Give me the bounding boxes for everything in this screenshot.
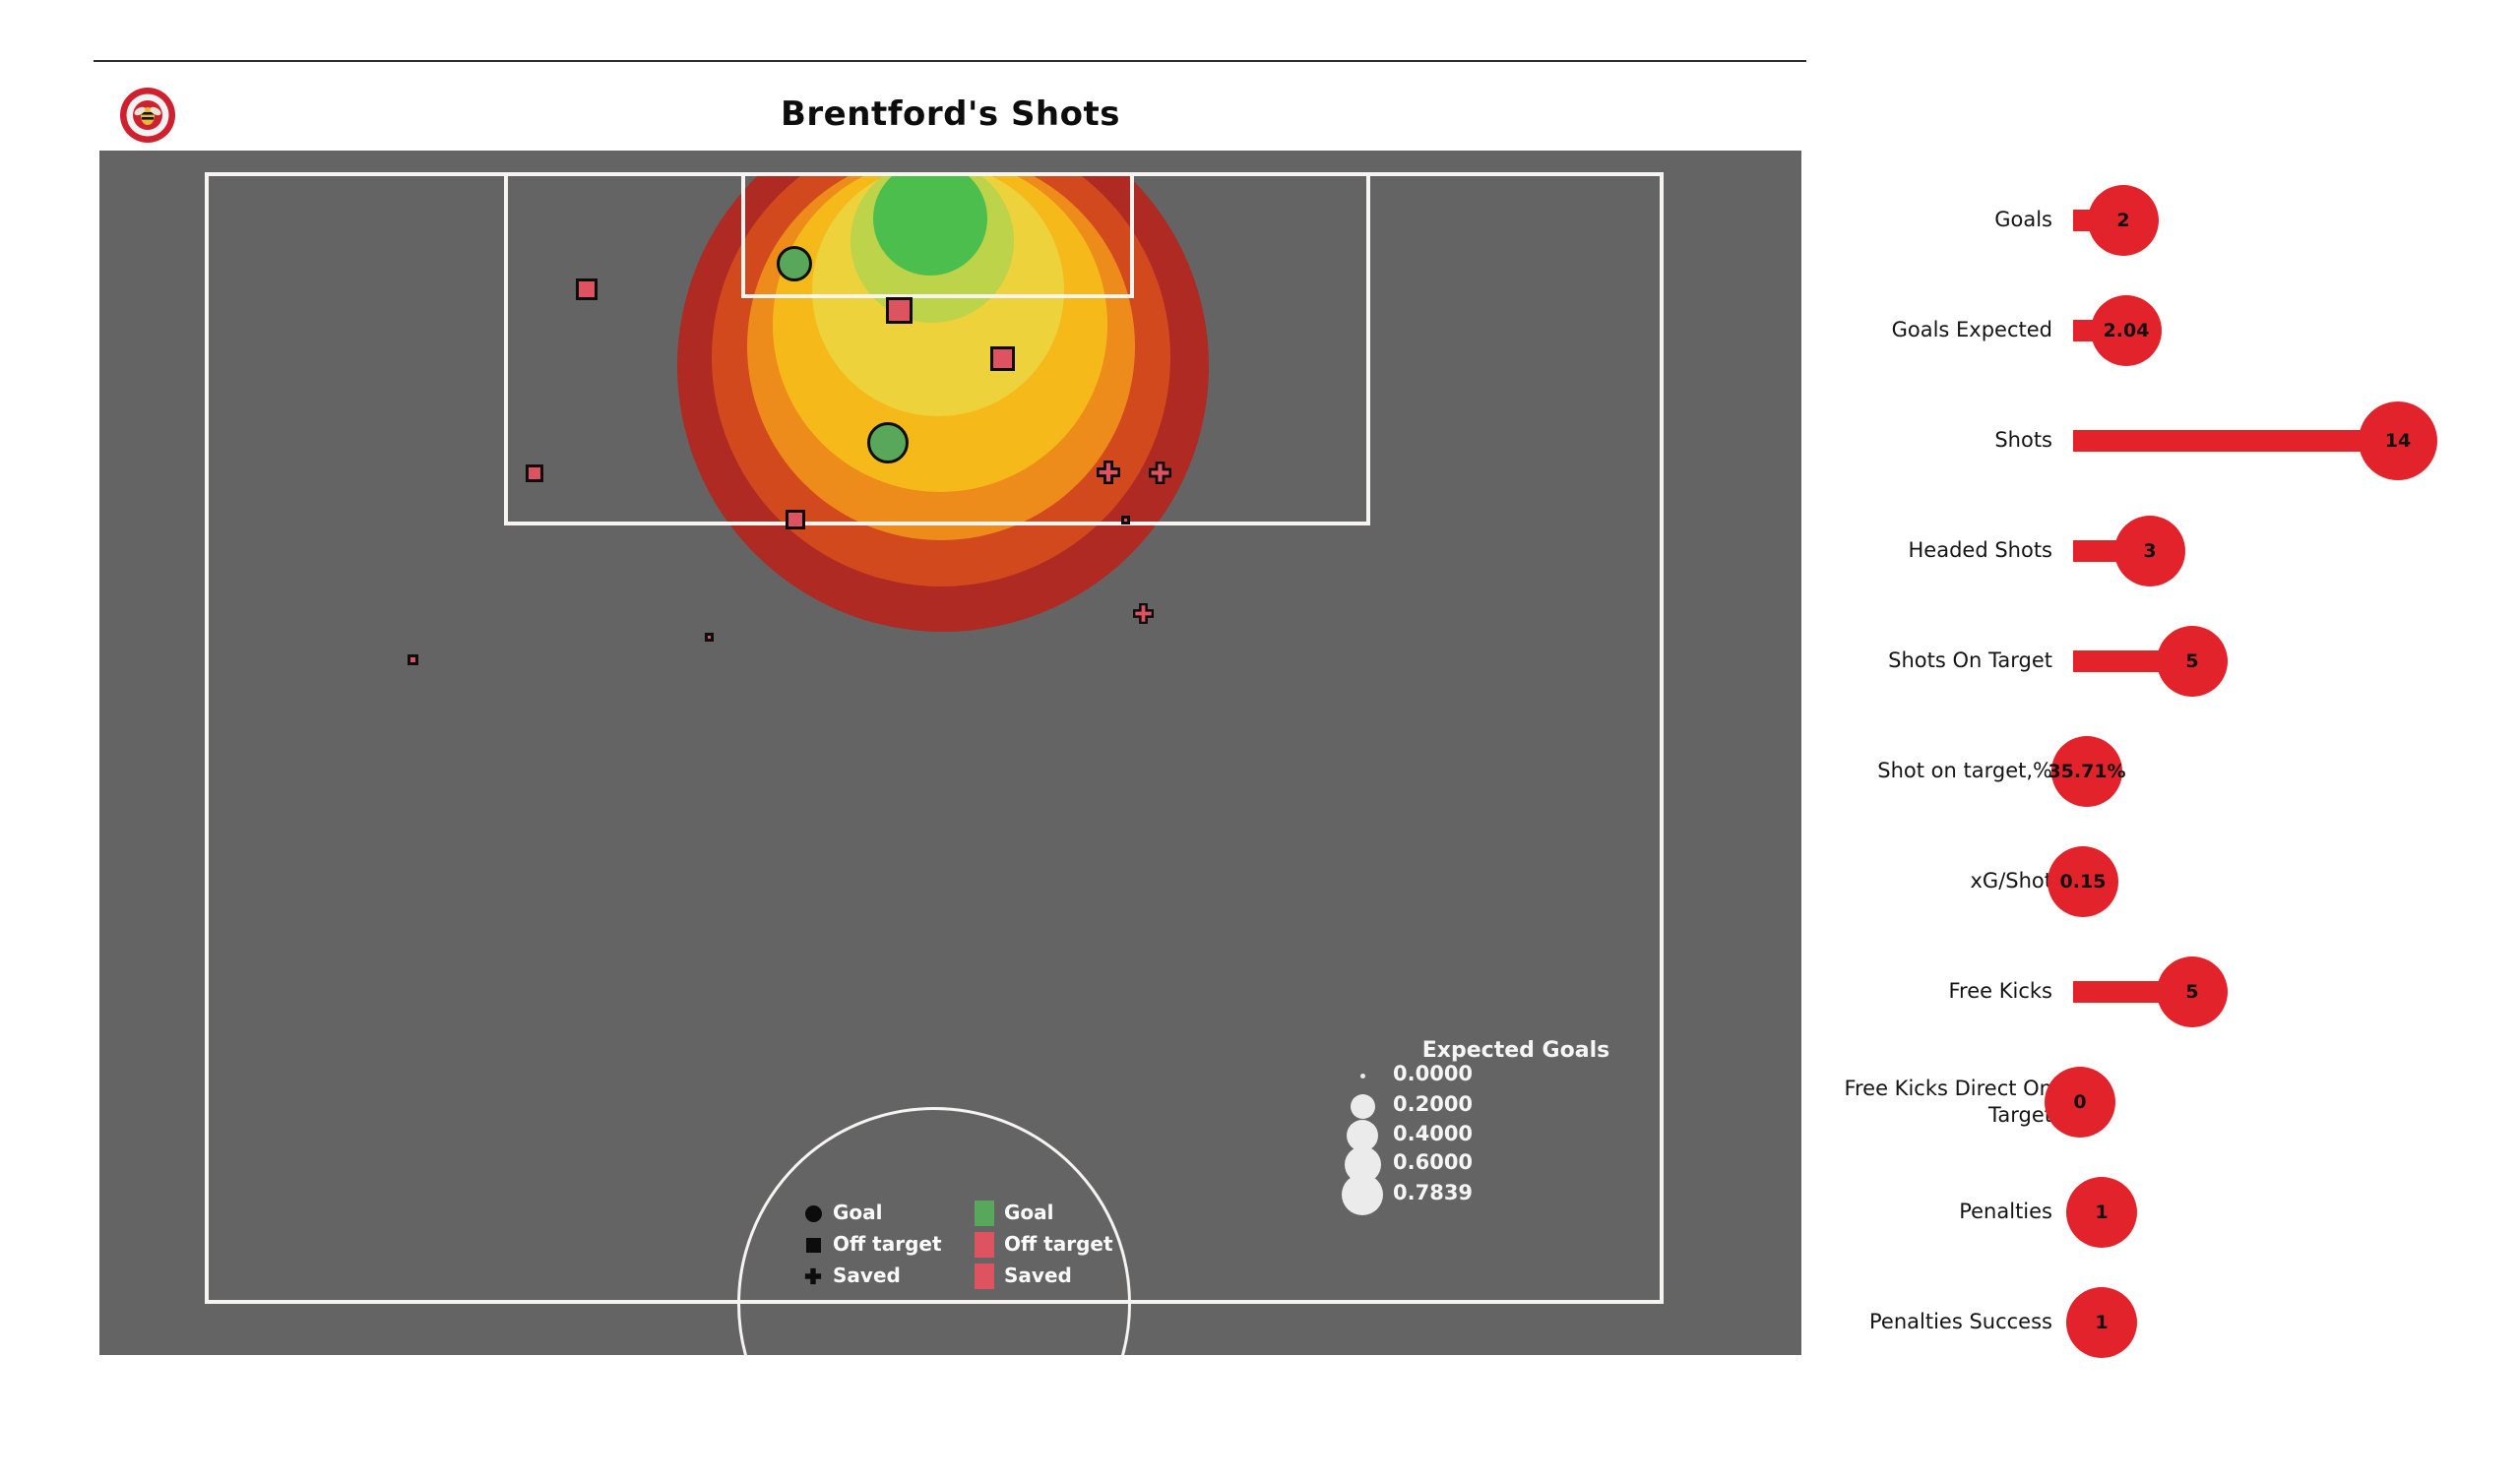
stat-circle: 0 <box>2045 1067 2115 1138</box>
penalty-box-lines <box>504 172 1370 525</box>
stat-circle: 0.15 <box>2048 846 2118 917</box>
stat-label: Free Kicks Direct On Target <box>1844 1076 2052 1127</box>
stat-value: 2.04 <box>2103 320 2150 341</box>
stat-bar <box>2073 430 2398 452</box>
shot-marker-goal <box>867 422 909 463</box>
stat-label: Shots <box>1994 428 2052 453</box>
stat-value: 5 <box>2185 650 2199 672</box>
six-yard-box-lines <box>741 172 1134 298</box>
square-marker-icon <box>806 1238 821 1253</box>
size-legend-value: 0.4000 <box>1393 1122 1474 1145</box>
marker-legend-label: Goal <box>833 1201 883 1224</box>
color-legend-label: Off target <box>1004 1232 1113 1256</box>
shot-marker-off_target <box>526 464 543 482</box>
marker-legend-label: Off target <box>833 1232 942 1256</box>
stat-circle: 2.04 <box>2091 295 2162 366</box>
stat-label: Goals <box>1994 208 2052 232</box>
stat-value: 1 <box>2095 1202 2109 1223</box>
size-legend-value: 0.7839 <box>1393 1181 1474 1204</box>
color-legend-swatch <box>975 1201 994 1226</box>
brentford-crest-icon <box>120 88 175 143</box>
stat-circle: 5 <box>2157 956 2228 1027</box>
stat-value: 0.15 <box>2059 871 2107 893</box>
shot-marker-layer <box>99 151 1801 1355</box>
size-legend-value: 0.0000 <box>1393 1062 1474 1085</box>
stat-value: 2 <box>2116 210 2130 231</box>
shot-marker-off_target <box>786 510 805 529</box>
shot-marker-off_target <box>576 278 598 300</box>
stat-circle: 3 <box>2114 516 2185 586</box>
shot-marker-off_target <box>885 296 913 324</box>
pitch: Goal Off target Saved Goal Off target Saved E… <box>99 151 1801 1355</box>
stat-circle: 2 <box>2088 185 2159 256</box>
page-title: Brentford's Shots <box>781 94 1120 134</box>
shot-marker-goal <box>777 246 812 281</box>
shot-marker-off_target <box>704 632 714 642</box>
stat-value: 0 <box>2073 1091 2087 1113</box>
cross-marker-icon <box>804 1267 822 1289</box>
stat-value: 1 <box>2095 1312 2109 1333</box>
color-legend-swatch <box>975 1232 994 1258</box>
stat-circle: 5 <box>2157 626 2228 697</box>
shot-marker-saved-cross <box>1096 460 1121 488</box>
shot-marker-off_target <box>1120 515 1130 524</box>
stat-label: Goals Expected <box>1891 318 2052 342</box>
stat-label: Shots On Target <box>1888 648 2052 673</box>
size-legend-value: 0.6000 <box>1393 1150 1474 1174</box>
stat-value: 5 <box>2185 981 2199 1003</box>
stat-circle: 35.71% <box>2048 736 2126 807</box>
stat-label: Penalties Success <box>1869 1310 2052 1334</box>
stat-label: Headed Shots <box>1908 538 2053 563</box>
stat-circle: 14 <box>2359 401 2437 480</box>
heat-ring-6 <box>873 172 987 276</box>
top-divider-line <box>94 60 1806 62</box>
shot-marker-off_target <box>407 653 418 665</box>
color-legend-label: Saved <box>1004 1264 1072 1287</box>
stat-label: Free Kicks <box>1948 979 2053 1004</box>
stat-circle: 1 <box>2066 1177 2137 1248</box>
size-legend-circle <box>1342 1174 1383 1215</box>
marker-legend-label: Saved <box>833 1264 901 1287</box>
size-legend-circle <box>1350 1093 1375 1119</box>
stat-label: xG/Shot <box>1970 869 2053 894</box>
color-legend-label: Goal <box>1004 1201 1054 1224</box>
stat-value: 14 <box>2384 430 2412 452</box>
shot-marker-saved-cross <box>1148 461 1171 488</box>
stat-value: 3 <box>2143 540 2157 562</box>
shot-marker-off_target <box>989 345 1015 371</box>
shot-marker-saved-cross <box>1132 602 1154 628</box>
size-legend-title: Expected Goals <box>1421 1038 1610 1063</box>
circle-marker-icon <box>805 1205 822 1222</box>
color-legend-swatch <box>975 1264 994 1289</box>
stat-circle: 1 <box>2066 1287 2137 1358</box>
size-legend-circle <box>1359 1073 1365 1079</box>
stat-label: Shot on target,% <box>1877 759 2052 783</box>
stat-label: Penalties <box>1959 1200 2052 1224</box>
size-legend-value: 0.2000 <box>1393 1092 1474 1116</box>
stat-value: 35.71% <box>2048 761 2126 782</box>
